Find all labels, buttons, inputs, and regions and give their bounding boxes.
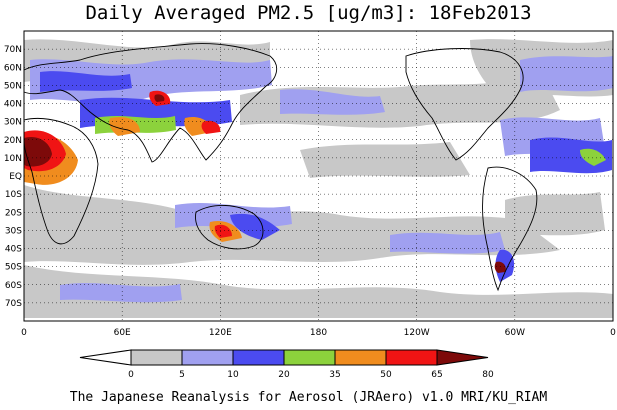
map-frame [23,30,614,322]
map-grid [24,31,613,321]
lat-label: 10N [4,154,22,164]
lon-label: 0 [610,328,616,338]
colorbar-swatch [283,349,336,366]
longitude-labels: 0 60E 120E 180 120W 60W 0 [21,328,616,338]
lat-label: 60N [4,63,22,73]
lat-label: 10S [5,190,22,200]
colorbar: 0 5 10 20 35 50 65 80 [79,349,494,380]
colorbar-high-arrow [436,349,489,366]
lat-label: 40N [4,100,22,110]
lon-label: 120E [209,328,232,338]
dataset-credit: The Japanese Reanalysis for Aerosol (JRA… [69,390,548,405]
colorbar-swatch [334,349,387,366]
lat-label: 20N [4,136,22,146]
colorbar-swatch [385,349,438,366]
lat-label: 70S [5,299,22,309]
map-title: Daily Averaged PM2.5 [ug/m3]: 18Feb2013 [85,2,532,24]
lat-label: EQ [9,172,22,182]
lat-label: 60S [5,281,22,291]
colorbar-tick-label: 5 [179,370,185,380]
colorbar-low-arrow [79,349,132,366]
coastlines [23,43,538,292]
colorbar-tick-label: 0 [128,370,134,380]
lon-label: 60W [505,328,525,338]
lat-label: 70N [4,45,22,55]
lat-label: 30S [5,226,22,236]
lat-label: 50N [4,81,22,91]
colorbar-swatch [130,349,183,366]
colorbar-tick-label: 50 [380,370,392,380]
colorbar-tick-label: 65 [431,370,442,380]
colorbar-tick-label: 35 [329,370,340,380]
colorbar-tick-label: 80 [482,370,494,380]
lon-label: 0 [21,328,27,338]
lon-label: 120W [404,328,430,338]
lat-label: 40S [5,245,22,255]
lat-label: 20S [5,208,22,218]
lat-label: 50S [5,263,22,273]
lon-label: 180 [310,328,327,338]
colorbar-tick-label: 10 [227,370,239,380]
lat-label: 30N [4,118,22,128]
latitude-labels: 70N 60N 50N 40N 30N 20N 10N EQ 10S 20S 30S 40S 50S 60… [4,45,22,309]
lon-label: 60E [114,328,131,338]
map-plot-area [23,30,614,322]
colorbar-tick-label: 20 [278,370,290,380]
pm25-80-plus-layer [24,94,506,273]
colorbar-swatch [181,349,234,366]
colorbar-swatch [232,349,285,366]
